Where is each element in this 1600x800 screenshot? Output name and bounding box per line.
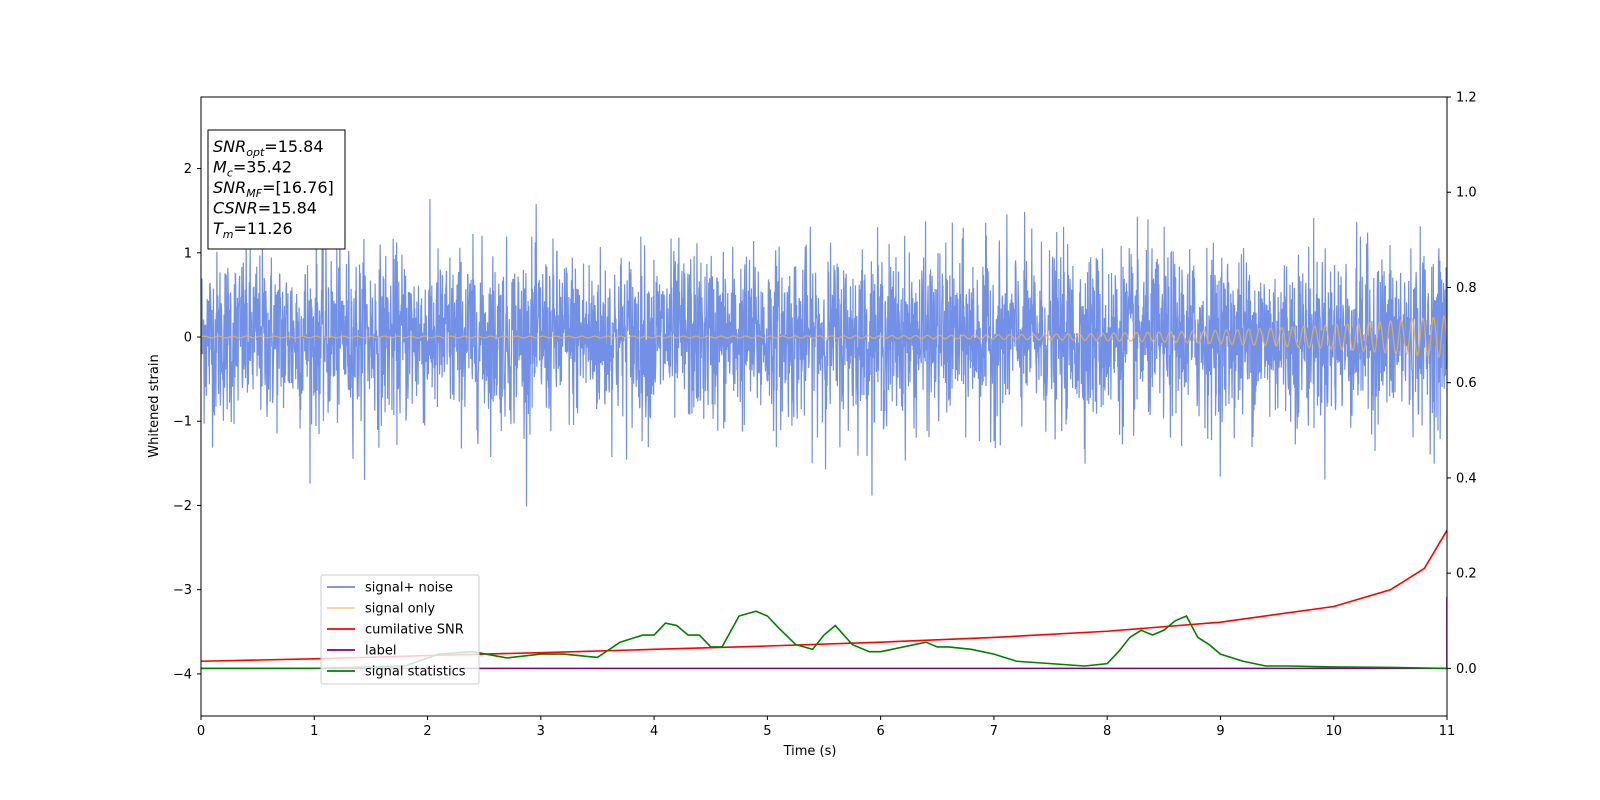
series-signal-only <box>201 315 1447 359</box>
info-subscript: MF <box>246 187 262 200</box>
x-tick-label: 10 <box>1325 724 1342 739</box>
x-tick-label: 3 <box>537 724 545 739</box>
info-line: CSNR=15.84 <box>213 199 317 218</box>
y-right-tick-label: 0.8 <box>1456 281 1477 296</box>
info-symbol: SNR <box>213 137 246 156</box>
info-value: =11.26 <box>234 219 293 238</box>
info-symbol: M <box>213 158 227 177</box>
info-box-frame <box>207 129 346 250</box>
y-left-tick-label: −4 <box>173 667 192 682</box>
legend-label: signal statistics <box>365 665 466 680</box>
legend-label: cumilative SNR <box>365 623 464 638</box>
y-right-tick-label: 0.2 <box>1456 567 1477 582</box>
series-signal-statistics <box>201 610 1447 670</box>
y-right-tick-label: 0.6 <box>1456 376 1477 391</box>
legend-label: label <box>365 644 396 659</box>
info-symbol: T <box>213 219 224 238</box>
info-symbol: SNR <box>213 178 246 197</box>
x-axis-label: Time (s) <box>783 744 837 759</box>
plot-frame <box>200 96 1448 717</box>
y-right-tick-label: 1.2 <box>1456 91 1477 106</box>
info-value: =15.84 <box>258 199 317 218</box>
info-value: =35.42 <box>233 158 292 177</box>
y-right-tick-label: 1.0 <box>1456 186 1477 201</box>
axes: 0 1 2 3 4 5 6 7 8 9 10 11 −4 −3 −2 −1 0 1 2 0.0 0.2 0.4 0.6 0.8… <box>173 91 1477 740</box>
legend-label: signal+ noise <box>365 581 453 596</box>
y-left-tick-label: 1 <box>184 246 192 261</box>
y-left-tick-label: −2 <box>173 499 192 514</box>
x-tick-label: 9 <box>1216 724 1224 739</box>
legend-frame <box>320 574 480 685</box>
info-value: =[16.76] <box>262 178 334 197</box>
info-subscript: c <box>227 167 233 180</box>
y-axis-label: Whitened strain <box>147 354 162 457</box>
y-left-tick-label: −3 <box>173 583 192 598</box>
info-subscript: m <box>223 228 234 241</box>
info-line: SNRopt=15.84 <box>213 137 324 159</box>
x-tick-label: 4 <box>650 724 658 739</box>
info-line: Tm=11.26 <box>213 219 293 241</box>
info-box: SNRopt=15.84Mc=35.42SNRMF=[16.76]CSNR=15… <box>207 129 346 250</box>
x-tick-label: 5 <box>763 724 771 739</box>
legend: signal+ noise signal only cumilative SNR la… <box>320 574 480 685</box>
info-line: Mc=35.42 <box>213 158 292 180</box>
x-tick-label: 6 <box>876 724 884 739</box>
y-left-tick-label: −1 <box>173 415 192 430</box>
info-value: =15.84 <box>264 137 323 156</box>
y-right-tick-label: 0.4 <box>1456 471 1477 486</box>
info-subscript: opt <box>246 146 265 159</box>
y-left-tick-label: 2 <box>184 162 192 177</box>
x-tick-label: 7 <box>990 724 998 739</box>
legend-label: signal only <box>365 602 435 617</box>
series-signal-noise <box>201 199 1447 507</box>
info-line: SNRMF=[16.76] <box>213 178 334 200</box>
y-left-tick-label: 0 <box>184 331 192 346</box>
x-tick-label: 0 <box>197 724 205 739</box>
x-tick-label: 1 <box>310 724 318 739</box>
x-tick-label: 2 <box>423 724 431 739</box>
x-tick-label: 11 <box>1439 724 1456 739</box>
info-symbol: CSNR <box>213 199 258 218</box>
y-right-tick-label: 0.0 <box>1456 662 1477 677</box>
x-tick-label: 8 <box>1103 724 1111 739</box>
